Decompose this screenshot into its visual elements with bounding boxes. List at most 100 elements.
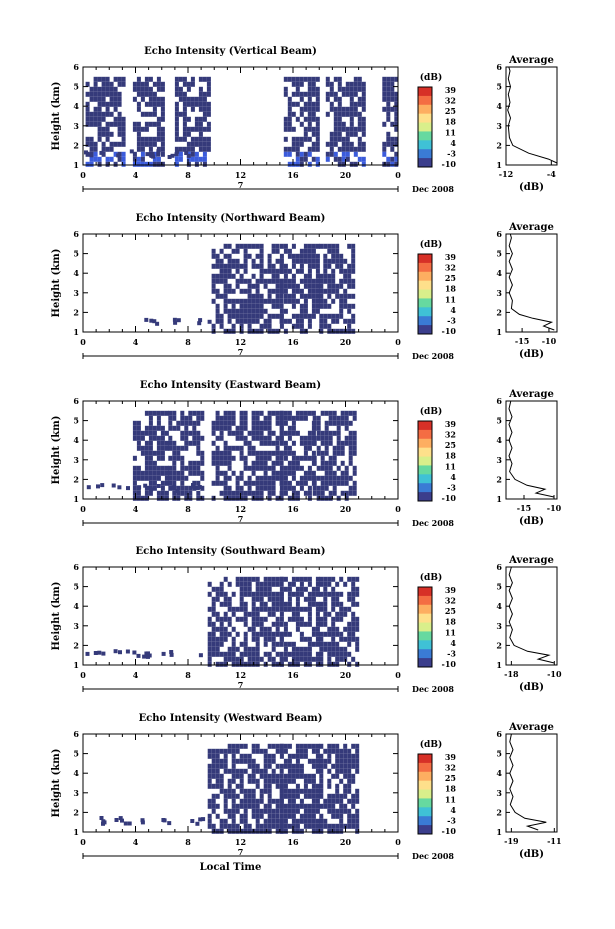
echo-cell	[239, 288, 244, 294]
average-y-tick-label: 5	[496, 82, 502, 92]
echo-cell	[243, 435, 248, 441]
echo-cell	[227, 581, 232, 587]
echo-cell	[275, 273, 280, 279]
echo-cell	[198, 106, 203, 112]
echo-cell	[303, 470, 308, 476]
colorbar-swatch	[418, 95, 432, 106]
echo-cell	[343, 581, 348, 587]
echo-cell	[172, 490, 177, 496]
echo-cell	[174, 136, 179, 142]
echo-cell	[239, 243, 244, 249]
echo-cell	[332, 410, 337, 416]
echo-cell	[303, 293, 308, 299]
echo-cell	[332, 480, 337, 486]
echo-cell	[339, 253, 344, 259]
echo-cell	[307, 773, 312, 779]
echo-cell	[223, 798, 228, 804]
colorbar-tick-label: 39	[445, 752, 457, 762]
echo-cell	[113, 106, 118, 112]
echo-cell	[259, 475, 264, 481]
echo-cell	[239, 490, 244, 496]
echo-cell	[223, 420, 228, 426]
echo-cell	[295, 76, 300, 82]
x-tick-label: 8	[185, 837, 191, 847]
echo-cell	[206, 76, 211, 82]
echo-cell	[315, 656, 320, 662]
y-tick-label: 3	[73, 121, 79, 131]
echo-cell	[327, 283, 332, 289]
echo-cell	[144, 465, 149, 471]
y-tick-label: 5	[73, 749, 79, 759]
average-profile-line	[509, 733, 547, 831]
echo-cell	[352, 435, 357, 441]
echo-cell	[243, 758, 248, 764]
echo-cell	[215, 445, 220, 451]
echo-cell	[211, 651, 216, 657]
echo-cell	[386, 96, 391, 102]
echo-cell	[235, 631, 240, 637]
echo-cell	[144, 475, 149, 481]
echo-cell	[340, 490, 345, 496]
echo-cell	[168, 440, 173, 446]
echo-cell	[323, 268, 328, 274]
echo-cell	[259, 656, 264, 662]
echo-cell	[231, 626, 236, 632]
echo-cell	[132, 86, 137, 92]
echo-cell	[271, 646, 276, 652]
echo-cell	[219, 278, 224, 284]
y-tick-label: 2	[73, 307, 79, 317]
echo-cell	[251, 631, 256, 637]
echo-cell	[299, 480, 304, 486]
echo-cell	[283, 136, 288, 142]
echo-cell	[307, 646, 312, 652]
echo-cell	[382, 161, 387, 167]
echo-cell	[174, 152, 179, 157]
echo-cell	[311, 430, 316, 436]
echo-cell	[263, 470, 268, 476]
echo-cell	[113, 141, 118, 147]
echo-cell	[101, 76, 106, 82]
echo-cell	[361, 101, 366, 107]
echo-cell	[172, 460, 177, 466]
echo-cell	[295, 616, 300, 622]
echo-cell	[196, 460, 201, 466]
echo-cell	[243, 455, 248, 461]
echo-cell	[307, 146, 312, 152]
echo-cell	[394, 101, 399, 107]
echo-cell	[341, 141, 346, 147]
echo-cell	[190, 126, 195, 132]
echo-cell	[291, 288, 296, 294]
echo-cell	[239, 323, 244, 329]
echo-cell	[186, 116, 191, 122]
echo-cell	[132, 81, 137, 87]
echo-cell	[267, 586, 272, 592]
echo-cell	[352, 430, 357, 436]
x-tick-label: 0	[80, 670, 86, 680]
echo-cell	[319, 646, 324, 652]
echo-cell	[215, 308, 220, 314]
echo-cell	[357, 136, 362, 142]
echo-cell	[333, 96, 338, 102]
echo-cell	[275, 661, 280, 667]
echo-cell	[259, 455, 264, 461]
echo-cell	[182, 81, 187, 87]
echo-cell	[311, 803, 316, 809]
echo-cell	[93, 91, 98, 97]
echo-cell	[243, 303, 248, 309]
echo-cell	[331, 253, 336, 259]
echo-cell	[325, 141, 330, 147]
echo-cell	[267, 793, 272, 799]
echo-cell	[390, 76, 395, 82]
echo-cell	[315, 308, 320, 314]
echo-cell	[97, 136, 102, 142]
echo-cell	[168, 415, 173, 421]
echo-cell	[140, 156, 145, 162]
colorbar-tick-label: -10	[442, 159, 457, 169]
echo-cell	[271, 313, 276, 319]
echo-cell	[315, 303, 320, 309]
colorbar-swatch	[418, 649, 432, 659]
echo-cell	[136, 81, 141, 87]
echo-cell	[243, 651, 248, 657]
echo-cell	[223, 263, 228, 269]
echo-cell	[287, 631, 292, 637]
